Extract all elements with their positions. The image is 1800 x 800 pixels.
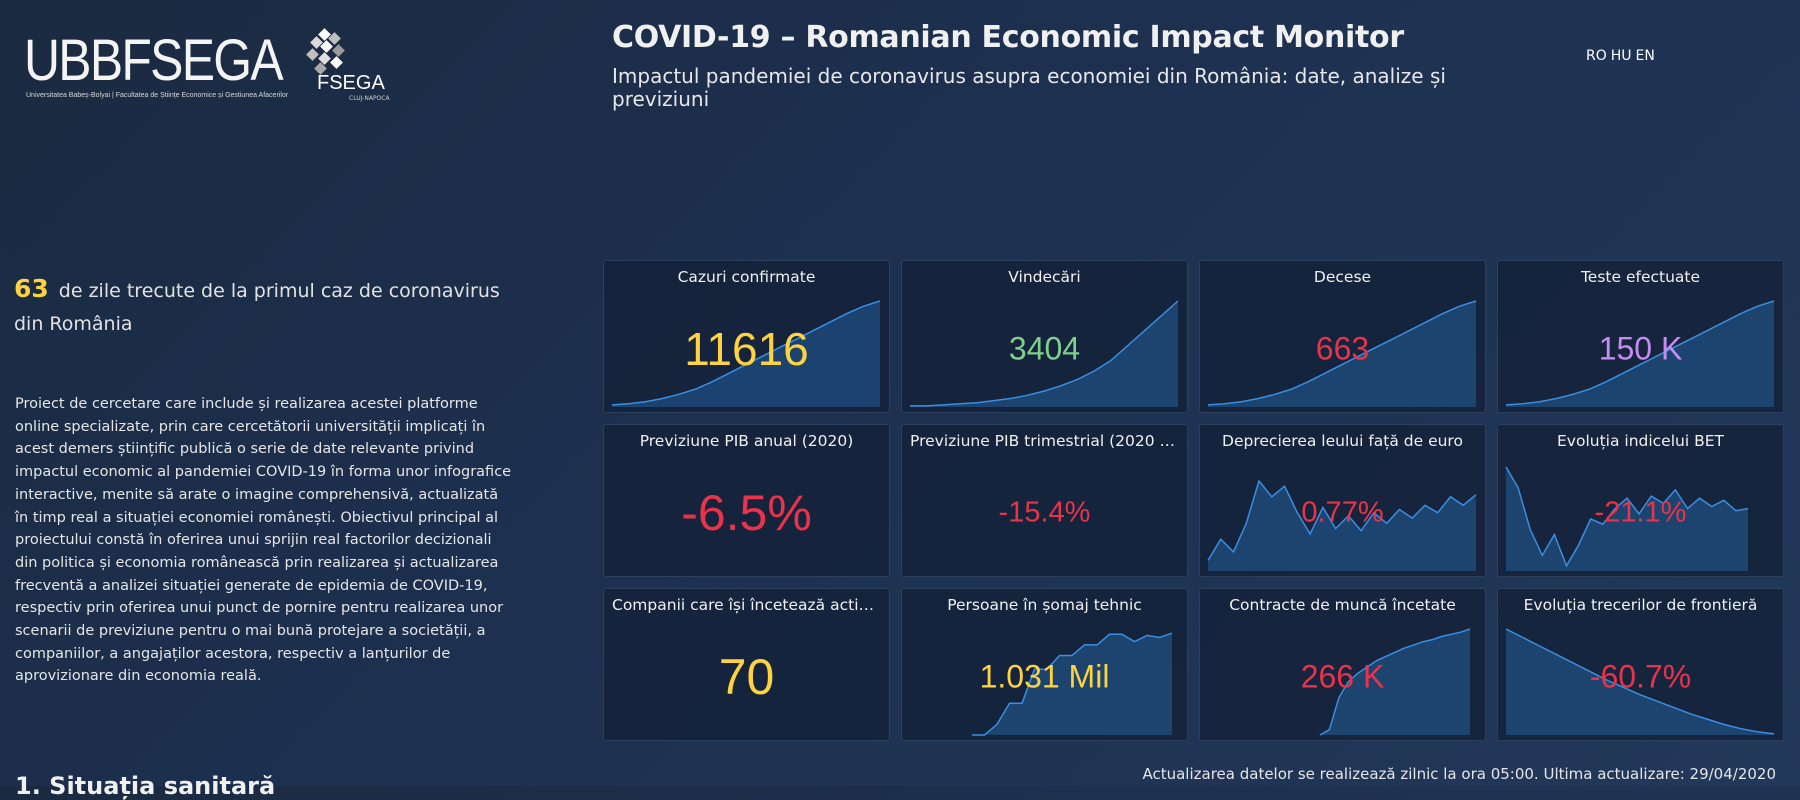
card-label: Cazuri confirmate — [677, 268, 816, 286]
sparkline-line — [1505, 466, 1749, 568]
card-label: Persoane în șomaj tehnic — [947, 596, 1142, 614]
sparkline-line — [1505, 300, 1775, 406]
days-count: 63 — [14, 274, 49, 303]
card-value: 150 K — [1598, 330, 1683, 366]
card-label: Vindecări — [1008, 268, 1081, 286]
page-title: COVID-19 – Romanian Economic Impact Moni… — [612, 20, 1404, 55]
card-value: 11616 — [684, 322, 809, 375]
card-deprecierea-leului[interactable]: Deprecierea leului față de euro 0.77% — [1199, 424, 1486, 577]
sparkline-area — [972, 633, 1172, 735]
sparkline-chart — [1505, 628, 1775, 735]
project-description: Proiect de cercetare care include și rea… — [15, 396, 512, 685]
card-treceri-frontiera[interactable]: Evoluția trecerilor de frontieră -60.7% — [1497, 588, 1784, 741]
sparkline-chart — [611, 300, 881, 407]
card-label: Evoluția indicelui BET — [1557, 432, 1724, 450]
sparkline-line — [611, 300, 881, 406]
card-value: 0.77% — [1301, 496, 1384, 528]
sparkline-chart — [910, 300, 1179, 407]
card-value: -15.4% — [998, 496, 1091, 528]
card-previziune-pib-trimestrial[interactable]: Previziune PIB trimestrial (2020 Q2) -15… — [901, 424, 1188, 577]
logo-tagline: Universitatea Babeș-Bolyai | Facultatea … — [26, 92, 289, 99]
logo-mark-city: CLUJ-NAPOCA — [349, 95, 390, 102]
language-hu-link[interactable]: HU — [1610, 48, 1632, 64]
sparkline-line — [1207, 300, 1477, 406]
card-value: -60.7% — [1589, 658, 1692, 694]
card-somaj-tehnic[interactable]: Persoane în șomaj tehnic 1.031 Mil — [901, 588, 1188, 741]
sparkline-chart — [1505, 300, 1775, 407]
card-value: 663 — [1315, 330, 1370, 366]
card-value: 266 K — [1300, 658, 1385, 694]
update-note: Actualizarea datelor se realizează zilni… — [1142, 765, 1776, 783]
card-label: Previziune PIB anual (2020) — [639, 432, 854, 450]
sparkline-area — [910, 301, 1178, 407]
sparkline-area — [1506, 301, 1774, 407]
card-label: Decese — [1313, 268, 1372, 286]
sparkline-area — [1208, 301, 1476, 407]
card-decese[interactable]: Decese 663 — [1199, 260, 1486, 413]
sparkline-line — [972, 632, 1173, 736]
language-switcher: RO HU EN — [1586, 48, 1655, 64]
sparkline-chart — [972, 632, 1173, 736]
language-en-link[interactable]: EN — [1635, 48, 1655, 64]
sparkline-line — [910, 300, 1179, 407]
sparkline-chart — [1207, 300, 1477, 407]
card-evolutia-bet[interactable]: Evoluția indicelui BET -21.1% — [1497, 424, 1784, 577]
card-vindecari[interactable]: Vindecări 3404 — [901, 260, 1188, 413]
card-teste-efectuate[interactable]: Teste efectuate 150 K — [1497, 260, 1784, 413]
fsega-emblem-icon — [306, 28, 345, 75]
card-label: Teste efectuate — [1580, 268, 1701, 286]
page-subtitle: Impactul pandemiei de coronavirus asupra… — [612, 64, 1446, 111]
logo-mark-label: FSEGA — [317, 72, 385, 94]
sparkline-area — [1506, 629, 1774, 735]
card-value: -21.1% — [1594, 496, 1687, 528]
sparkline-area — [1320, 629, 1470, 735]
card-previziune-pib-anual[interactable]: Previziune PIB anual (2020) -6.5% — [603, 424, 890, 577]
sparkline-line — [1319, 628, 1471, 736]
sparkline-area — [1208, 480, 1476, 571]
sparkline-chart — [1207, 479, 1477, 571]
card-label: Evoluția trecerilor de frontieră — [1523, 596, 1758, 614]
card-value: 3404 — [1008, 330, 1081, 366]
days-since-first-case: 63 de zile trecute de la primul caz de co… — [14, 272, 514, 341]
logo-wordmark: UBBFSEGA — [24, 28, 284, 93]
indicator-cards-grid: Cazuri confirmate 11616 Vindecări 3404 D… — [603, 260, 1799, 744]
sparkline-chart — [1505, 466, 1749, 571]
card-label: Deprecierea leului față de euro — [1222, 432, 1463, 450]
sparkline-line — [1207, 479, 1477, 561]
card-value: 70 — [718, 648, 775, 705]
ubb-fsega-logo[interactable]: UBBFSEGA Universitatea Babeș-Bolyai | Fa… — [24, 28, 390, 108]
card-label: Previziune PIB trimestrial (2020 Q2) — [910, 432, 1187, 450]
sparkline-area — [612, 301, 880, 407]
sparkline-area — [1506, 467, 1748, 571]
sparkline-line — [1505, 628, 1775, 735]
card-label: Companii care își încetează activitatea — [612, 596, 889, 614]
card-companii-inceteaza[interactable]: Companii care își încetează activitatea … — [603, 588, 890, 741]
card-cazuri-confirmate[interactable]: Cazuri confirmate 11616 — [603, 260, 890, 413]
section-heading: 1. Situația sanitară — [15, 772, 276, 800]
days-text: de zile trecute de la primul caz de coro… — [14, 280, 500, 335]
card-value: 1.031 Mil — [979, 658, 1110, 694]
card-contracte-incetate[interactable]: Contracte de muncă încetate 266 K — [1199, 588, 1486, 741]
language-ro-link[interactable]: RO — [1586, 48, 1607, 64]
sparkline-chart — [1319, 628, 1471, 736]
card-value: -6.5% — [681, 484, 812, 541]
card-label: Contracte de muncă încetate — [1229, 596, 1456, 614]
